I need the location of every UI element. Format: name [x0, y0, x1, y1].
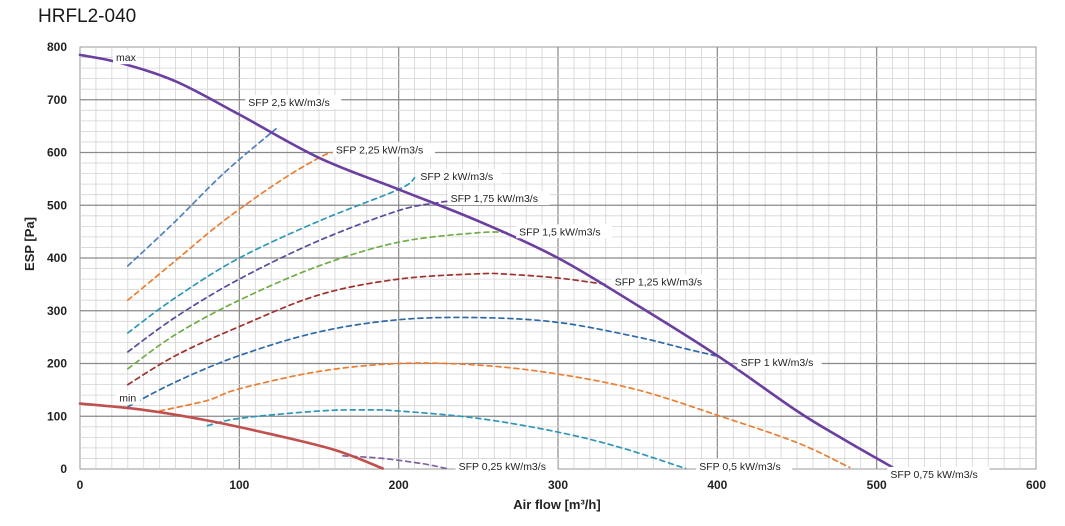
- annotation-sfp-2-5-kw-m3-s: SFP 2,5 kW/m3/s: [248, 97, 329, 109]
- y-axis-label: ESP [Pa]: [22, 217, 37, 271]
- annotation-bg: [611, 274, 714, 289]
- series-line-sfp-0-75-kw-m3-s: [158, 362, 851, 469]
- chart-title: HRFL2-040: [38, 6, 137, 27]
- y-tick-label: 200: [47, 357, 67, 371]
- annotation-bg: [447, 191, 550, 206]
- annotation-bg: [696, 459, 793, 473]
- y-tick-label: 0: [60, 462, 67, 476]
- series-line-sfp-1-kw-m3-s: [126, 316, 719, 408]
- annotation-sfp-2-25-kw-m3-s: SFP 2,25 kW/m3/s: [336, 145, 423, 157]
- annotation-sfp-1-25-kw-m3-s: SFP 1,25 kW/m3/s: [615, 276, 702, 288]
- y-tick-label: 500: [47, 198, 67, 212]
- x-tick-label: 600: [1026, 478, 1046, 492]
- x-axis-label: Air flow [m³/h]: [513, 497, 600, 512]
- annotation-sfp-0-5-kw-m3-s: SFP 0,5 kW/m3/s: [699, 461, 781, 473]
- series-line-sfp-0-25-kw-m3-s: [342, 454, 448, 470]
- annotation-min: min: [119, 392, 136, 404]
- x-tick-label: 500: [867, 478, 887, 492]
- y-tick-label: 100: [47, 409, 67, 423]
- series-line-sfp-0-5-kw-m3-s: [206, 409, 687, 470]
- y-tick-label: 600: [47, 146, 67, 160]
- series-line-sfp-1-5-kw-m3-s: [126, 231, 512, 370]
- annotation-bg: [116, 390, 141, 405]
- annotation-sfp-0-75-kw-m3-s: SFP 0,75 kW/m3/s: [890, 469, 977, 481]
- annotation-sfp-1-kw-m3-s: SFP 1 kW/m3/s: [741, 357, 814, 369]
- annotation-bg: [887, 466, 990, 481]
- annotation-bg: [417, 168, 502, 183]
- series-line-sfp-2-25-kw-m3-s: [126, 151, 333, 302]
- annotation-bg: [455, 459, 558, 473]
- annotation-bg: [113, 50, 138, 65]
- annotations: max min SFP 2,5 kW/m3/s SFP 2,25 kW/m3/s SFP…: [113, 50, 990, 481]
- y-tick-label: 800: [47, 40, 67, 54]
- series-layer: [78, 53, 894, 470]
- annotation-sfp-1-75-kw-m3-s: SFP 1,75 kW/m3/s: [451, 193, 538, 205]
- x-tick-label: 0: [77, 478, 84, 492]
- y-tick-label: 700: [47, 93, 67, 107]
- annotation-bg: [332, 142, 435, 157]
- series-line-sfp-1-75-kw-m3-s: [126, 200, 453, 353]
- x-tick-label: 100: [229, 478, 249, 492]
- series-line-max: [78, 53, 894, 469]
- x-tick-label: 300: [548, 478, 568, 492]
- tick-labels: 0 100 200 300 400 500 600 0 100 200 300 400 500 600 70…: [47, 40, 1046, 492]
- annotation-bg: [516, 224, 613, 239]
- annotation-sfp-2-kw-m3-s: SFP 2 kW/m3/s: [420, 171, 493, 183]
- annotation-bg: [737, 355, 822, 370]
- y-tick-label: 300: [47, 304, 67, 318]
- y-tick-label: 400: [47, 251, 67, 265]
- x-tick-label: 400: [707, 478, 727, 492]
- x-tick-label: 200: [389, 478, 409, 492]
- annotation-sfp-0-25-kw-m3-s: SFP 0,25 kW/m3/s: [459, 461, 546, 473]
- annotation-max: max: [116, 52, 137, 64]
- annotation-bg: [245, 95, 342, 110]
- series-line-sfp-1-25-kw-m3-s: [126, 272, 607, 386]
- series-line-sfp-2-5-kw-m3-s: [126, 127, 277, 267]
- series-line-min: [78, 402, 384, 470]
- annotation-sfp-1-5-kw-m3-s: SFP 1,5 kW/m3/s: [519, 226, 601, 238]
